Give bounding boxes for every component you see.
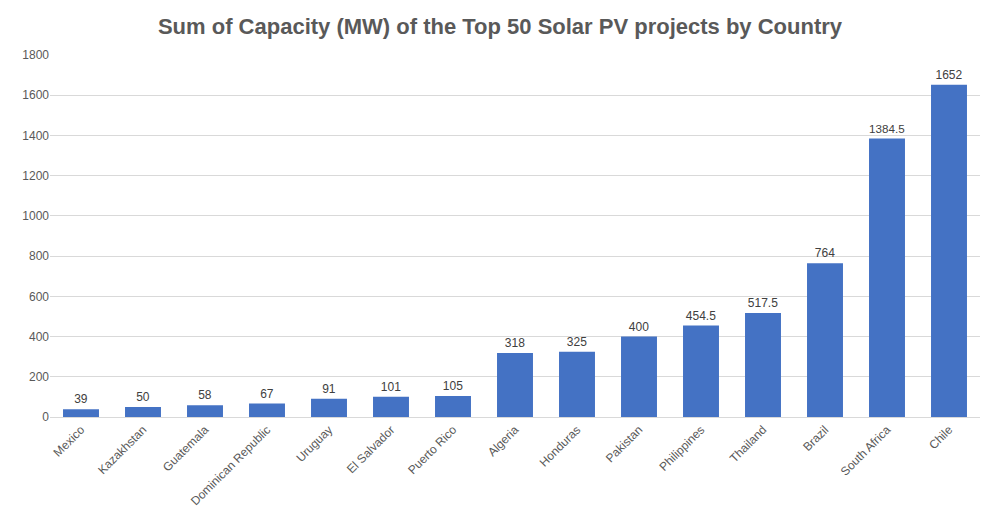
svg-text:105: 105 [443,379,463,393]
svg-text:454.5: 454.5 [686,309,716,323]
svg-text:764: 764 [815,246,835,260]
svg-text:101: 101 [381,380,401,394]
svg-text:Dominican Republic: Dominican Republic [188,423,273,508]
svg-text:1384.5: 1384.5 [869,122,905,135]
svg-text:50: 50 [136,390,150,404]
svg-text:58: 58 [198,388,212,402]
svg-text:Honduras: Honduras [537,423,584,470]
svg-text:Pakistan: Pakistan [603,423,645,465]
svg-text:Brazil: Brazil [800,423,831,454]
svg-text:El Salvador: El Salvador [344,423,397,476]
svg-text:Philippines: Philippines [656,423,707,474]
svg-text:Uruguay: Uruguay [293,423,335,465]
svg-text:Kazakhstan: Kazakhstan [95,423,149,477]
svg-text:Guatemala: Guatemala [160,423,212,475]
svg-text:Sum of Capacity (MW) of the To: Sum of Capacity (MW) of the Top 50 Solar… [158,14,843,39]
svg-text:Thailand: Thailand [727,423,769,465]
svg-text:1652: 1652 [935,68,962,82]
svg-text:1200: 1200 [22,169,49,183]
svg-text:400: 400 [629,320,649,334]
svg-text:318: 318 [505,336,525,350]
svg-text:1000: 1000 [22,209,49,223]
svg-text:325: 325 [567,335,587,349]
svg-text:0: 0 [42,410,49,424]
svg-text:800: 800 [29,249,49,263]
svg-text:1600: 1600 [22,88,49,102]
svg-text:517.5: 517.5 [748,296,778,310]
svg-text:400: 400 [29,330,49,344]
svg-text:Algeria: Algeria [485,423,522,460]
svg-text:200: 200 [29,370,49,384]
svg-text:67: 67 [260,387,274,401]
svg-text:Chile: Chile [926,423,955,452]
svg-text:91: 91 [322,382,336,396]
svg-text:1400: 1400 [22,129,49,143]
svg-text:Mexico: Mexico [51,423,88,460]
svg-text:South Africa: South Africa [838,423,894,479]
svg-text:1800: 1800 [22,48,49,62]
svg-text:Puerto Rico: Puerto Rico [405,423,459,477]
svg-text:39: 39 [74,392,88,406]
svg-text:600: 600 [29,290,49,304]
